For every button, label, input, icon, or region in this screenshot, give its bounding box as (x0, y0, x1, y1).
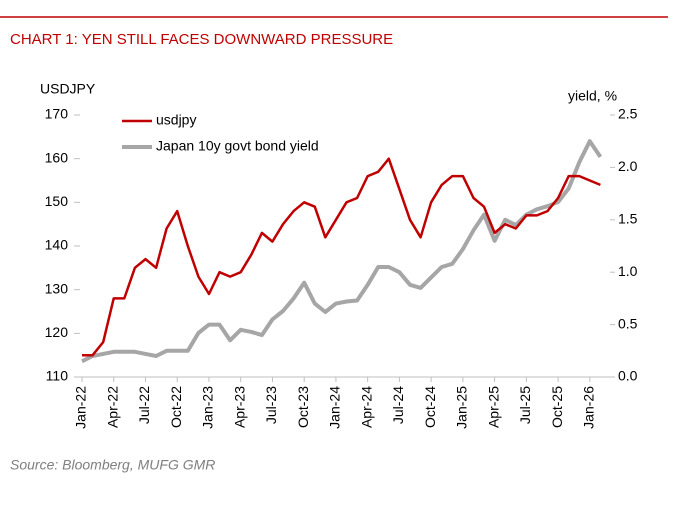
y2-tick-label: 2.5 (618, 106, 638, 122)
x-tick-label: Jan-23 (200, 386, 216, 429)
legend-label: Japan 10y govt bond yield (156, 138, 319, 154)
y-axis-label: USDJPY (40, 81, 96, 97)
x-tick-label: Apr-22 (104, 386, 120, 428)
y-tick-label: 130 (45, 280, 69, 296)
x-tick-label: Jan-26 (581, 386, 597, 429)
y2-axis-label: yield, % (568, 88, 617, 104)
y-tick-label: 170 (45, 106, 69, 122)
x-tick-label: Oct-25 (549, 386, 565, 428)
y2-tick-label: 1.0 (618, 263, 638, 279)
y-tick-label: 110 (46, 368, 69, 384)
y-tick-label: 150 (45, 193, 69, 209)
x-tick-label: Oct-24 (422, 386, 438, 428)
y2-tick-label: 1.5 (618, 211, 638, 227)
x-tick-label: Jan-25 (454, 386, 470, 429)
x-tick-label: Apr-25 (485, 386, 501, 428)
x-tick-label: Jan-24 (327, 386, 343, 429)
y-tick-label: 160 (45, 149, 69, 165)
x-tick-label: Jul-24 (390, 386, 406, 424)
x-tick-label: Jul-23 (263, 386, 279, 424)
x-tick-label: Apr-23 (231, 386, 247, 428)
x-tick-label: Oct-22 (168, 386, 184, 428)
x-tick-label: Oct-23 (295, 386, 311, 428)
y2-tick-label: 0.0 (618, 368, 638, 384)
source-note: Source: Bloomberg, MUFG GMR (10, 457, 215, 473)
x-tick-label: Jul-22 (136, 386, 152, 424)
y2-tick-label: 0.5 (618, 315, 638, 331)
y-tick-label: 120 (45, 324, 69, 340)
x-tick-label: Jan-22 (73, 386, 89, 429)
x-tick-label: Apr-24 (358, 386, 374, 428)
series-line (81, 139, 603, 364)
y2-tick-label: 2.0 (618, 158, 638, 174)
x-tick-label: Jul-25 (517, 386, 533, 424)
chart-title: CHART 1: YEN STILL FACES DOWNWARD PRESSU… (10, 31, 393, 48)
series-line (82, 157, 601, 357)
y-tick-label: 140 (45, 237, 69, 253)
legend-label: usdjpy (156, 112, 196, 128)
